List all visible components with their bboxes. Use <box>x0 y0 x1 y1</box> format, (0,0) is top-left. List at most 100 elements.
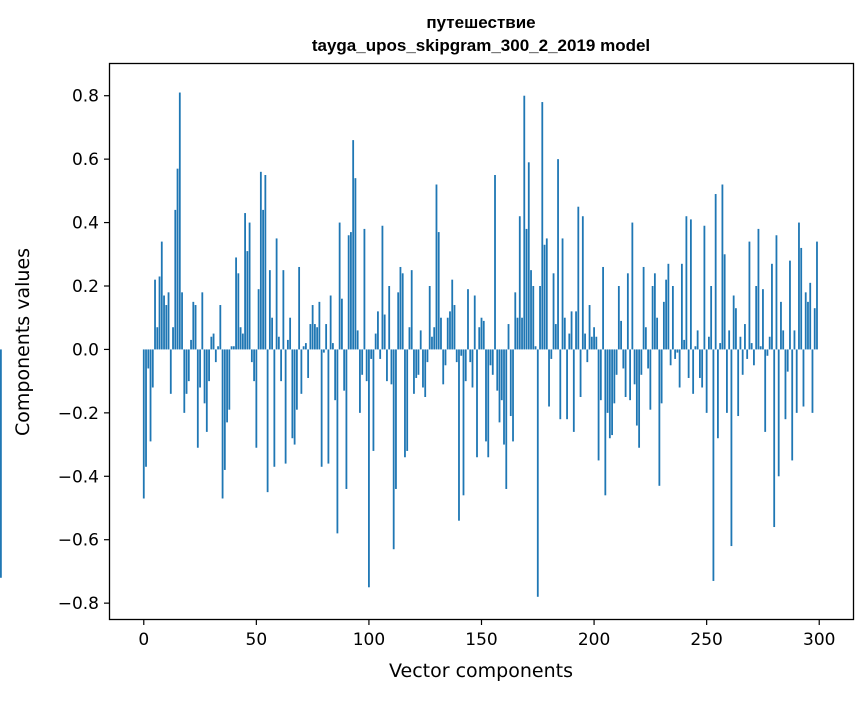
bar <box>735 308 737 350</box>
bar <box>284 349 287 464</box>
bar <box>721 184 724 350</box>
bar <box>311 305 314 350</box>
bar <box>730 349 733 547</box>
bar <box>487 349 490 458</box>
bar <box>374 333 377 350</box>
y-tick-label: −0.8 <box>58 594 99 614</box>
bar <box>390 349 393 385</box>
y-tick-label: 0.8 <box>72 87 99 107</box>
bar <box>478 327 481 350</box>
bar <box>685 216 688 350</box>
bar <box>151 349 154 388</box>
bar <box>762 289 764 350</box>
bar <box>370 349 373 359</box>
bar <box>789 260 791 350</box>
bar <box>399 266 402 350</box>
bar <box>280 349 283 382</box>
bar <box>359 349 361 413</box>
bar <box>631 222 634 350</box>
x-tick-label: 150 <box>465 630 497 650</box>
bar <box>381 225 384 350</box>
bar <box>298 266 301 350</box>
bar <box>813 308 816 350</box>
bar <box>0 349 2 578</box>
bar <box>581 216 584 350</box>
bar <box>748 241 751 350</box>
bar <box>791 349 794 461</box>
bar <box>230 346 233 350</box>
bar <box>633 349 636 385</box>
bar <box>680 263 683 350</box>
bar <box>739 336 742 350</box>
bar <box>689 219 692 350</box>
bar <box>577 206 580 350</box>
bar <box>145 349 147 467</box>
bar <box>674 349 677 359</box>
bar <box>568 333 571 350</box>
bar <box>489 349 492 366</box>
bar <box>368 349 370 588</box>
bar <box>662 301 665 350</box>
bar <box>525 228 528 350</box>
bar <box>318 301 321 350</box>
bar <box>732 295 735 350</box>
bar <box>530 270 532 350</box>
bar <box>807 301 809 350</box>
bar <box>291 349 294 439</box>
bar <box>163 295 165 350</box>
bar <box>458 349 460 521</box>
bar <box>640 349 643 375</box>
bar <box>780 301 782 350</box>
bar <box>557 159 559 350</box>
bar <box>611 349 613 436</box>
bar <box>750 343 753 350</box>
bar <box>415 349 418 378</box>
y-tick-label: −0.6 <box>58 531 99 551</box>
bar <box>192 301 195 350</box>
bar <box>712 349 715 581</box>
bar <box>676 349 679 353</box>
bar <box>392 349 395 550</box>
bar <box>694 346 697 350</box>
bar <box>539 286 541 350</box>
bar <box>354 178 357 350</box>
bar <box>638 349 641 448</box>
bar <box>214 349 217 363</box>
bar <box>613 349 616 404</box>
bar <box>757 228 760 350</box>
bar <box>295 349 298 410</box>
bar <box>523 95 526 350</box>
bar <box>795 349 798 413</box>
x-tick-label: 50 <box>246 630 268 650</box>
bar <box>266 349 269 493</box>
bar <box>277 336 280 350</box>
bar <box>343 349 346 391</box>
bar <box>617 286 620 350</box>
bar <box>244 213 246 350</box>
bar <box>383 314 386 350</box>
bar <box>408 327 411 350</box>
bar <box>401 273 404 350</box>
bar <box>446 317 449 350</box>
bar <box>293 349 296 445</box>
bar <box>660 349 663 404</box>
bar <box>527 162 530 350</box>
bar <box>496 349 499 391</box>
y-tick-label: 0.4 <box>72 214 99 234</box>
bar <box>444 349 447 366</box>
bar <box>705 349 708 413</box>
bar <box>534 346 537 350</box>
bar <box>687 349 690 378</box>
bar <box>210 336 213 350</box>
bar <box>149 349 152 442</box>
bar <box>219 305 222 350</box>
bar <box>512 349 514 442</box>
bar <box>395 349 397 489</box>
bar <box>753 349 755 366</box>
bar <box>248 222 251 350</box>
bar <box>642 266 645 350</box>
chart-subtitle: tayga_upos_skipgram_300_2_2019 model <box>312 36 650 55</box>
bar <box>424 349 427 397</box>
bar <box>667 263 670 350</box>
bar <box>289 317 292 350</box>
